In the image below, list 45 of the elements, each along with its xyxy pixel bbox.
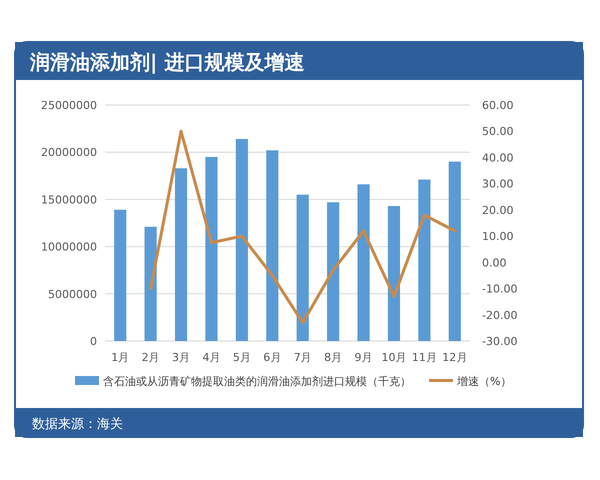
y-tick-label: 10000000: [41, 240, 97, 254]
y2-tick-label: 50.00: [482, 125, 514, 138]
y2-tick-label: 30.00: [482, 178, 514, 191]
y-tick-label: 5000000: [48, 288, 97, 301]
bar: [418, 180, 430, 341]
chart-title: 润滑油添加剂| 进口规模及增速: [29, 50, 304, 74]
x-tick-label: 4月: [202, 351, 220, 364]
bar: [266, 150, 278, 341]
x-tick-label: 1月: [111, 351, 130, 364]
y2-tick-label: -20.00: [482, 308, 518, 322]
x-tick-label: 2月: [142, 351, 160, 364]
y2-tick-label: 40.00: [482, 151, 514, 164]
legend-label: 含石油或从沥青矿物提取油类的润滑油添加剂进口规模（千克）: [103, 375, 411, 388]
y2-tick-label: 0.00: [482, 256, 506, 270]
bar: [388, 206, 400, 341]
bar: [236, 138, 248, 341]
legend-label: 增速（%）: [456, 375, 512, 388]
line-series: [149, 130, 456, 324]
source-note: 数据来源：海关: [32, 417, 123, 432]
bar: [174, 168, 188, 341]
y2-tick-label: 20.00: [482, 204, 514, 217]
y2-tick-label: 60.00: [482, 99, 514, 112]
bar: [357, 184, 370, 341]
x-tick-label: 11月: [412, 351, 437, 364]
y-tick-label: 15000000: [41, 193, 97, 206]
y2-tick-label: 10.00: [482, 230, 514, 244]
x-tick-label: 5月: [232, 351, 251, 364]
x-tick-label: 7月: [294, 351, 312, 364]
y-tick-label: 0: [90, 335, 97, 348]
bar: [205, 156, 218, 341]
y2-tick-label: -10.00: [482, 282, 518, 296]
x-tick-label: 9月: [354, 351, 373, 364]
bar: [448, 162, 461, 341]
bar: [327, 202, 340, 341]
y2-tick-label: -30.00: [482, 335, 518, 348]
y-tick-label: 20000000: [41, 146, 97, 160]
bar: [114, 210, 126, 341]
x-tick-label: 8月: [324, 351, 342, 364]
bar: [296, 194, 309, 341]
y-tick-label: 25000000: [41, 99, 97, 112]
x-tick-label: 6月: [263, 351, 282, 364]
bar: [144, 226, 157, 341]
x-tick-label: 10月: [381, 351, 406, 364]
x-tick-label: 12月: [442, 351, 468, 364]
x-tick-label: 3月: [172, 351, 190, 364]
